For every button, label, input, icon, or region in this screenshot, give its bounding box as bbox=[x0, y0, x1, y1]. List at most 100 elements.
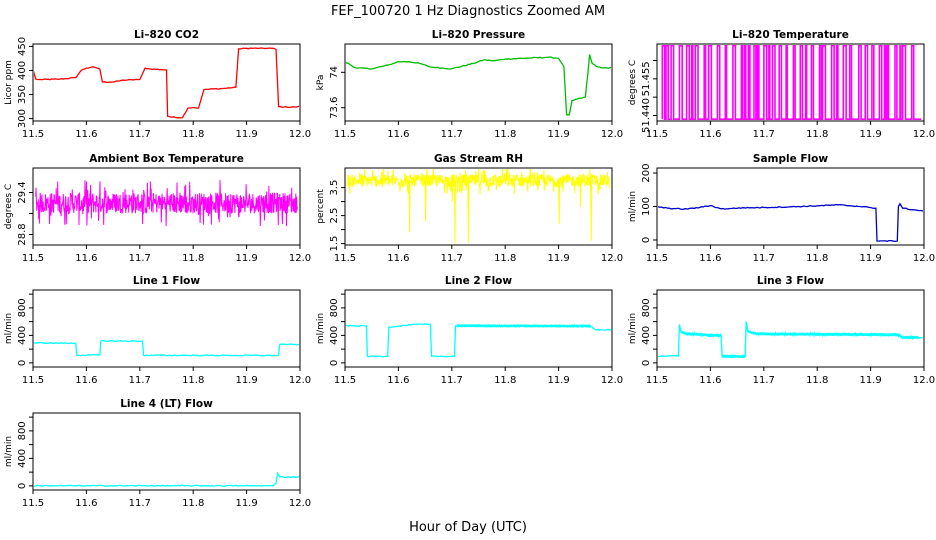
x-tick-label: 11.8 bbox=[806, 253, 828, 264]
y-tick-label: 100 bbox=[641, 197, 652, 216]
series-group bbox=[346, 323, 611, 358]
x-tick-label: 11.8 bbox=[494, 253, 516, 264]
series-group bbox=[346, 54, 611, 116]
panel-10: Line 4 (LT) Flow ml/min 11.5 11.6 11.7 11.8 11… bbox=[4, 398, 311, 509]
x-tick-label: 12.0 bbox=[601, 375, 623, 386]
y-tick-label: 0 bbox=[641, 237, 652, 243]
x-tick-label: 11.6 bbox=[75, 253, 97, 264]
x-tick-label: 11.5 bbox=[334, 129, 356, 140]
series-line bbox=[34, 339, 299, 357]
plot-frame bbox=[656, 43, 925, 122]
y-axis-label: Licor ppm bbox=[4, 60, 14, 105]
x-tick-label: 11.7 bbox=[441, 253, 463, 264]
x-tick-label: 11.7 bbox=[129, 498, 151, 509]
x-tick-label: 11.6 bbox=[699, 129, 721, 140]
y-tick-label: 28.8 bbox=[17, 223, 28, 245]
x-tick-label: 11.5 bbox=[646, 375, 668, 386]
series-group bbox=[347, 169, 610, 244]
x-tick-label: 11.5 bbox=[22, 129, 44, 140]
panel-title: Line 4 (LT) Flow bbox=[120, 398, 213, 410]
x-tick-label: 11.9 bbox=[235, 129, 257, 140]
panel-title: Line 3 Flow bbox=[757, 275, 824, 287]
x-tick-label: 11.6 bbox=[387, 253, 409, 264]
y-axis-label: ml/min bbox=[628, 313, 638, 344]
x-tick-label: 11.7 bbox=[753, 375, 775, 386]
y-tick-label: 800 bbox=[17, 421, 28, 440]
y-tick-label: 400 bbox=[329, 326, 340, 345]
panel-8: Line 2 Flow ml/min 11.5 11.6 11.7 11.8 11.9 12.… bbox=[316, 275, 623, 386]
panel-title: Line 2 Flow bbox=[445, 275, 512, 287]
y-axis-label: degrees C bbox=[628, 60, 638, 105]
y-tick-label: 800 bbox=[17, 298, 28, 317]
series-group bbox=[35, 180, 298, 227]
y-tick-label: 2.5 bbox=[329, 208, 340, 224]
x-tick-label: 11.8 bbox=[806, 375, 828, 386]
y-tick-label: 29.4 bbox=[17, 181, 28, 203]
panel-6: Sample Flow ml/min 11.5 11.6 11.7 11.8 11.9 12.… bbox=[628, 153, 935, 264]
y-axis-label: ml/min bbox=[4, 313, 14, 344]
series-line bbox=[347, 169, 610, 244]
series-group bbox=[661, 45, 922, 120]
y-axis-label: ml/min bbox=[316, 313, 326, 344]
x-tick-label: 11.8 bbox=[494, 375, 516, 386]
x-tick-label: 11.7 bbox=[441, 129, 463, 140]
panel-title: Line 1 Flow bbox=[133, 275, 200, 287]
plot-frame bbox=[32, 289, 301, 368]
y-tick-label: 350 bbox=[17, 85, 28, 104]
x-tick-label: 11.7 bbox=[129, 253, 151, 264]
x-tick-label: 12.0 bbox=[601, 253, 623, 264]
panel-title: Gas Stream RH bbox=[434, 153, 523, 165]
x-tick-label: 11.9 bbox=[547, 129, 569, 140]
plot-frame bbox=[344, 167, 613, 246]
y-tick-label: 51.455 bbox=[641, 61, 652, 96]
x-tick-label: 11.6 bbox=[699, 375, 721, 386]
y-tick-label: 800 bbox=[641, 298, 652, 317]
y-axis-label: ml/min bbox=[4, 436, 14, 467]
plot-frame bbox=[344, 289, 613, 368]
x-tick-label: 11.5 bbox=[646, 253, 668, 264]
x-tick-label: 11.8 bbox=[182, 498, 204, 509]
x-tick-label: 11.9 bbox=[547, 375, 569, 386]
series-line bbox=[658, 321, 923, 358]
x-tick-label: 11.9 bbox=[235, 253, 257, 264]
x-tick-label: 11.9 bbox=[859, 253, 881, 264]
x-tick-label: 11.6 bbox=[387, 129, 409, 140]
y-tick-label: 200 bbox=[641, 163, 652, 182]
panel-title: Ambient Box Temperature bbox=[89, 153, 244, 165]
x-tick-label: 11.7 bbox=[753, 129, 775, 140]
plot-frame bbox=[32, 412, 301, 491]
panel-title: Li–820 Temperature bbox=[732, 29, 849, 41]
y-tick-label: 51.440 bbox=[641, 98, 652, 133]
plot-frame bbox=[656, 289, 925, 368]
x-tick-label: 11.5 bbox=[22, 253, 44, 264]
series-line bbox=[346, 54, 611, 116]
y-tick-label: 74 bbox=[329, 66, 340, 79]
panel-1: Li–820 CO2 Licor ppm 11.5 11.6 11.7 11.8 11.9 1… bbox=[4, 29, 311, 140]
y-tick-label: 400 bbox=[641, 326, 652, 345]
y-tick-label: 800 bbox=[329, 298, 340, 317]
y-axis-label: degrees C bbox=[4, 184, 14, 229]
series-band bbox=[456, 324, 592, 328]
plot-frame bbox=[344, 43, 613, 122]
x-tick-label: 11.7 bbox=[129, 129, 151, 140]
panel-title: Li–820 CO2 bbox=[134, 29, 199, 41]
x-tick-label: 11.7 bbox=[753, 253, 775, 264]
y-tick-label: 1.5 bbox=[329, 236, 340, 252]
panel-9: Line 3 Flow ml/min 11.5 11.6 11.7 11.8 11.9 12.… bbox=[628, 275, 935, 386]
series-line bbox=[35, 180, 298, 227]
y-tick-label: 0 bbox=[17, 360, 28, 366]
panel-3: Li–820 Temperature degrees C 11.5 11.6 11.7 1… bbox=[628, 29, 935, 140]
x-tick-label: 11.5 bbox=[646, 129, 668, 140]
x-tick-label: 11.7 bbox=[441, 375, 463, 386]
x-tick-label: 11.5 bbox=[22, 375, 44, 386]
series-line bbox=[658, 202, 923, 243]
series-band bbox=[680, 323, 920, 359]
y-axis-label: kPa bbox=[316, 75, 326, 91]
series-line bbox=[661, 45, 922, 120]
x-tick-label: 11.9 bbox=[547, 253, 569, 264]
figure-xlabel: Hour of Day (UTC) bbox=[409, 520, 527, 535]
x-tick-label: 11.6 bbox=[75, 375, 97, 386]
y-tick-label: 0 bbox=[17, 483, 28, 489]
x-tick-label: 11.6 bbox=[75, 129, 97, 140]
